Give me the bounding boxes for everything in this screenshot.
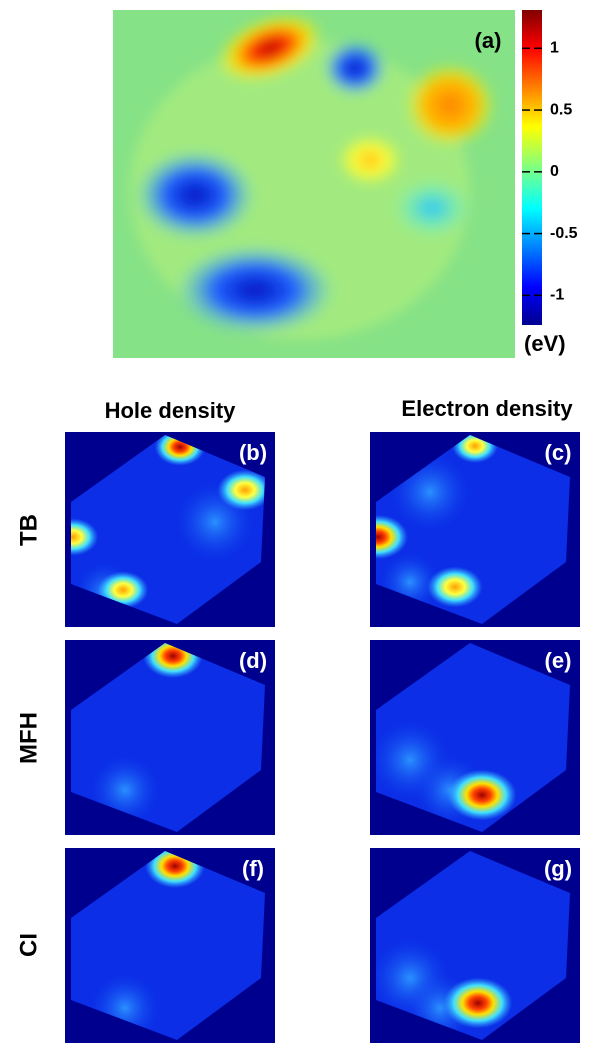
density-spot [447, 769, 517, 821]
density-map: (e) [370, 640, 580, 835]
panel-label: (e) [545, 648, 572, 673]
density-spot [71, 518, 99, 556]
colorbar-tick-label: 0.5 [550, 101, 572, 118]
panel-label: (a) [475, 28, 502, 53]
density-map: (d) [65, 640, 275, 835]
density-spot [427, 566, 483, 608]
panel-label: (c) [545, 440, 572, 465]
panel-label: (d) [239, 648, 267, 673]
colorbar-unit: (eV) [524, 331, 566, 356]
density-map: (f) [65, 848, 275, 1043]
density-spot [376, 514, 408, 560]
density-map: (b) [65, 432, 275, 627]
panel-label: (b) [239, 440, 267, 465]
row-label: MFH [15, 712, 42, 764]
colorbar-tick-label: -0.5 [550, 225, 578, 242]
colorbar-tick-label: 0 [550, 163, 559, 180]
panel-label: (f) [242, 856, 264, 881]
colorbar-tick-label: -1 [550, 287, 564, 304]
density-map: (g) [370, 848, 580, 1043]
density-map: (c) [370, 432, 580, 627]
panel-label: (g) [544, 856, 572, 881]
colorbar [522, 10, 542, 325]
row-label: CI [15, 933, 42, 957]
row-label: TB [15, 514, 42, 546]
density-spot [217, 469, 265, 511]
colorbar-tick-label: 1 [550, 40, 559, 57]
column-header: Hole density [105, 398, 237, 423]
column-header: Electron density [401, 396, 573, 421]
density-spot [443, 977, 513, 1029]
map-a [113, 10, 515, 358]
